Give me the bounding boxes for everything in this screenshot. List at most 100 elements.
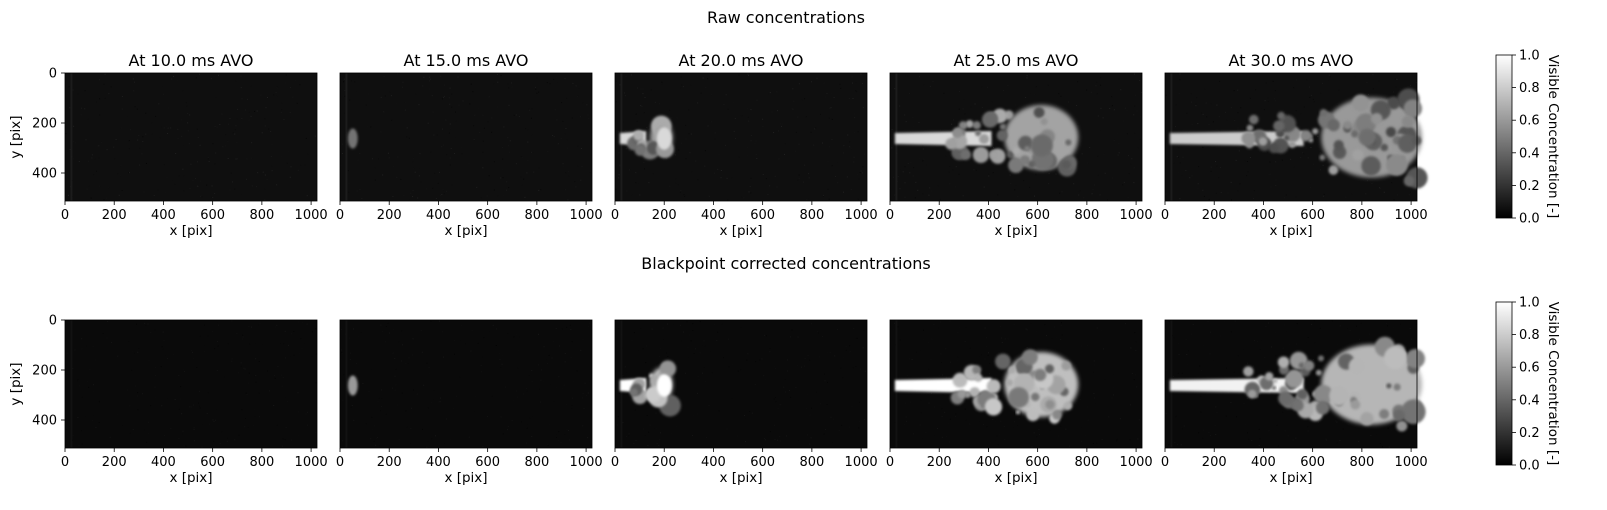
noise-pixel: [414, 171, 416, 173]
noise-pixel: [998, 393, 1000, 395]
noise-pixel: [92, 419, 94, 421]
noise-pixel: [575, 85, 577, 87]
noise-pixel: [795, 387, 797, 389]
noise-pixel: [206, 412, 208, 414]
noise-pixel: [548, 354, 550, 356]
noise-pixel: [1268, 173, 1270, 175]
noise-pixel: [1218, 116, 1220, 118]
noise-pixel: [1196, 97, 1198, 99]
noise-pixel: [1067, 101, 1069, 103]
x-tick-label: 0: [1161, 455, 1169, 470]
noise-pixel: [1034, 93, 1036, 95]
noise-pixel: [586, 394, 588, 396]
noise-pixel: [863, 444, 865, 446]
noise-pixel: [1140, 91, 1142, 93]
noise-pixel: [1132, 442, 1134, 444]
jet-eddy: [645, 386, 661, 403]
noise-pixel: [108, 93, 110, 95]
noise-pixel: [1017, 196, 1019, 198]
noise-pixel: [392, 165, 394, 167]
noise-pixel: [785, 435, 787, 437]
noise-pixel: [706, 436, 708, 438]
noise-pixel: [1415, 423, 1417, 425]
noise-pixel: [1389, 337, 1391, 339]
noise-pixel: [1199, 365, 1201, 367]
noise-pixel: [740, 114, 742, 116]
noise-pixel: [360, 332, 362, 334]
noise-pixel: [1268, 130, 1270, 132]
noise-pixel: [215, 152, 217, 154]
jet-eddy: [1006, 151, 1014, 159]
noise-pixel: [477, 342, 479, 344]
noise-pixel: [178, 375, 180, 377]
noise-pixel: [567, 199, 569, 201]
noise-pixel: [1183, 425, 1185, 427]
noise-pixel: [855, 90, 857, 92]
noise-pixel: [198, 402, 200, 404]
noise-pixel: [833, 439, 835, 441]
noise-pixel: [697, 102, 699, 104]
noise-pixel: [547, 151, 549, 153]
noise-pixel: [680, 76, 682, 78]
noise-pixel: [196, 128, 198, 130]
noise-pixel: [1344, 349, 1346, 351]
noise-pixel: [831, 441, 833, 443]
noise-pixel: [617, 90, 619, 92]
noise-pixel: [988, 352, 990, 354]
noise-pixel: [427, 122, 429, 124]
noise-pixel: [949, 361, 951, 363]
noise-pixel: [161, 346, 163, 348]
x-tick-label: 600: [1025, 208, 1050, 223]
noise-pixel: [675, 178, 677, 180]
noise-pixel: [645, 362, 647, 364]
noise-pixel: [273, 94, 275, 96]
noise-pixel: [459, 376, 461, 378]
noise-pixel: [711, 372, 713, 374]
noise-pixel: [1180, 444, 1182, 446]
x-tick-label: 800: [249, 208, 274, 223]
noise-pixel: [201, 424, 203, 426]
noise-pixel: [1413, 163, 1415, 165]
jet-eddy: [952, 372, 968, 388]
noise-pixel: [829, 107, 831, 109]
jet-eddy: [1380, 143, 1388, 152]
colorbar-tick-label: 0.4: [1519, 393, 1540, 408]
noise-pixel: [1252, 365, 1254, 367]
noise-pixel: [280, 112, 282, 114]
noise-pixel: [359, 188, 361, 190]
noise-pixel: [1247, 416, 1249, 418]
noise-pixel: [665, 352, 667, 354]
noise-pixel: [495, 345, 497, 347]
noise-pixel: [69, 148, 71, 150]
noise-pixel: [236, 118, 238, 120]
noise-pixel: [535, 86, 537, 88]
noise-pixel: [997, 444, 999, 446]
noise-pixel: [68, 86, 70, 88]
noise-pixel: [777, 110, 779, 112]
noise-pixel: [231, 320, 233, 322]
noise-pixel: [821, 142, 823, 144]
noise-pixel: [890, 137, 892, 139]
noise-pixel: [1190, 93, 1192, 95]
noise-pixel: [270, 156, 272, 158]
noise-pixel: [480, 364, 482, 366]
noise-pixel: [892, 328, 894, 330]
noise-pixel: [449, 157, 451, 159]
noise-pixel: [1410, 85, 1412, 87]
noise-pixel: [660, 432, 662, 434]
noise-pixel: [257, 172, 259, 174]
noise-pixel: [215, 440, 217, 442]
image-background: [65, 320, 317, 448]
noise-pixel: [862, 107, 864, 109]
noise-pixel: [714, 172, 716, 174]
noise-pixel: [523, 178, 525, 180]
noise-pixel: [1048, 173, 1050, 175]
noise-pixel: [642, 88, 644, 90]
noise-pixel: [768, 89, 770, 91]
noise-pixel: [311, 331, 313, 333]
noise-pixel: [448, 97, 450, 99]
noise-pixel: [619, 84, 621, 86]
noise-pixel: [145, 112, 147, 114]
noise-pixel: [1100, 129, 1102, 131]
